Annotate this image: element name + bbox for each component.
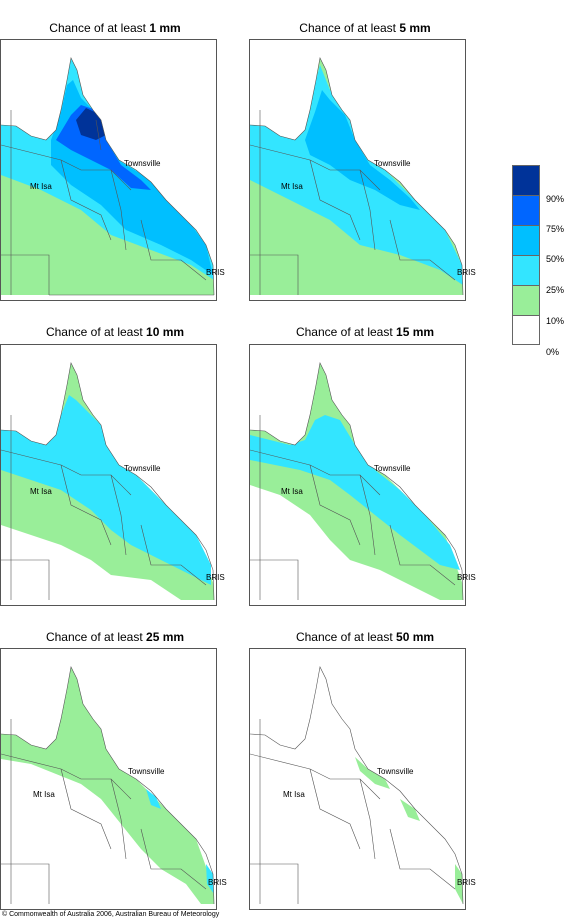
label-bris: BRIS <box>457 878 476 887</box>
legend <box>512 165 540 345</box>
map-25mm <box>0 648 217 910</box>
legend-swatch-0 <box>512 315 540 345</box>
label-townsville: Townsville <box>124 464 161 473</box>
title-prefix: Chance of at least <box>295 630 397 644</box>
label-mt-isa: Mt Isa <box>281 182 303 191</box>
label-bris: BRIS <box>206 268 225 277</box>
panel-title-50mm: Chance of at least 50 mm <box>250 630 480 644</box>
title-prefix: Chance of at least <box>45 630 147 644</box>
legend-swatch-90 <box>512 165 540 195</box>
legend-tick-0: 0% <box>546 347 560 357</box>
title-amount: 5 mm <box>399 21 431 35</box>
title-prefix: Chance of at least <box>299 21 400 35</box>
legend-tick-50: 50% <box>546 254 565 264</box>
label-townsville: Townsville <box>374 159 411 168</box>
title-prefix: Chance of at least <box>45 325 147 339</box>
title-amount: 10 mm <box>146 325 185 339</box>
label-townsville: Townsville <box>124 159 161 168</box>
panel-title-1mm: Chance of at least 1 mm <box>0 21 230 35</box>
legend-tick-10: 10% <box>546 316 565 326</box>
panel-title-25mm: Chance of at least 25 mm <box>0 630 230 644</box>
panel-title-5mm: Chance of at least 5 mm <box>250 21 480 35</box>
label-townsville: Townsville <box>374 464 411 473</box>
panel-title-15mm: Chance of at least 15 mm <box>250 325 480 339</box>
map-5mm <box>249 39 466 301</box>
legend-swatch-50 <box>512 225 540 255</box>
label-mt-isa: Mt Isa <box>30 182 52 191</box>
title-amount: 1 mm <box>149 21 181 35</box>
copyright-footer: © Commonwealth of Australia 2006, Austra… <box>2 911 220 918</box>
map-10mm <box>0 344 217 606</box>
label-mt-isa: Mt Isa <box>30 487 52 496</box>
label-mt-isa: Mt Isa <box>281 487 303 496</box>
label-bris: BRIS <box>206 573 225 582</box>
legend-swatch-25 <box>512 255 540 285</box>
label-bris: BRIS <box>457 573 476 582</box>
panel-title-10mm: Chance of at least 10 mm <box>0 325 230 339</box>
title-prefix: Chance of at least <box>49 21 150 35</box>
legend-swatch-75 <box>512 195 540 225</box>
legend-tick-75: 75% <box>546 224 565 234</box>
map-50mm <box>249 648 466 910</box>
title-prefix: Chance of at least <box>295 325 397 339</box>
legend-tick-25: 25% <box>546 285 565 295</box>
title-amount: 50 mm <box>396 630 435 644</box>
label-bris: BRIS <box>208 878 227 887</box>
label-townsville: Townsville <box>128 767 165 776</box>
label-townsville: Townsville <box>377 767 414 776</box>
label-bris: BRIS <box>457 268 476 277</box>
legend-tick-90: 90% <box>546 194 565 204</box>
label-mt-isa: Mt Isa <box>33 790 55 799</box>
legend-swatch-10 <box>512 285 540 315</box>
title-amount: 25 mm <box>146 630 185 644</box>
title-amount: 15 mm <box>396 325 435 339</box>
map-1mm <box>0 39 217 301</box>
label-mt-isa: Mt Isa <box>283 790 305 799</box>
map-15mm <box>249 344 466 606</box>
